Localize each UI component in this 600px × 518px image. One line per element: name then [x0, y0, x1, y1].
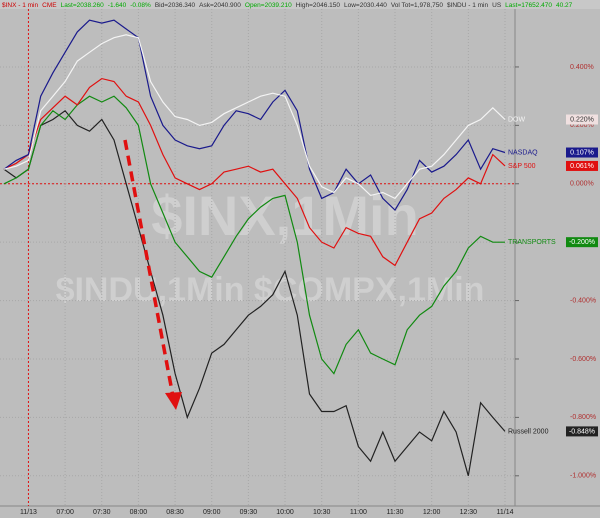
x-tick-label: 07:00 — [56, 509, 74, 516]
value-box — [566, 160, 598, 171]
x-tick-label: 10:30 — [313, 509, 331, 516]
header-item: $INDU - 1 min — [447, 2, 489, 9]
x-tick-label: 09:30 — [240, 509, 258, 516]
series-name: S&P 500 — [508, 163, 536, 170]
header-item: Bid=2036.340 — [155, 2, 196, 9]
y-tick-label: -0.800% — [570, 414, 596, 421]
header-item: Vol Tot=1,978,750 — [391, 2, 443, 9]
x-tick-label: 07:30 — [93, 509, 111, 516]
y-tick-label: -0.400% — [570, 297, 596, 304]
value-box — [566, 114, 598, 125]
header-item: Last=17652.470 — [505, 2, 552, 9]
header-item: Low=2030.440 — [344, 2, 387, 9]
lines — [3, 19, 506, 476]
annotation-arrow — [123, 139, 176, 403]
series-line — [3, 109, 506, 476]
header: $INX - 1 min CME Last=2038.260 -1.640 -0.08%… — [2, 2, 573, 9]
x-tick-label: 11:30 — [387, 509, 404, 516]
series-name: Russell 2000 — [508, 428, 549, 435]
header-item: CME — [42, 2, 57, 9]
x-tick-label: 08:00 — [130, 509, 148, 516]
series-line — [3, 77, 506, 267]
x-tick-label: 11/13 — [20, 509, 37, 516]
series-line — [3, 95, 505, 375]
y-tick-label: 0.200% — [570, 122, 594, 129]
series-line — [3, 34, 506, 200]
x-tick-label: 09:00 — [203, 509, 221, 516]
value-label: -0.200% — [569, 239, 595, 246]
annotation-arrowhead — [165, 392, 182, 410]
series-line — [3, 19, 506, 211]
value-box — [566, 237, 598, 248]
header-item: US — [492, 2, 502, 9]
value-label: 0.107% — [570, 149, 594, 156]
watermarks: $INX,1Min$INDU,1Min $COMPX,1Min — [56, 184, 485, 309]
x-tick-label: 08:30 — [166, 509, 184, 516]
value-box — [566, 426, 598, 437]
header-bar — [0, 0, 600, 9]
y-tick-label: 0.000% — [570, 181, 594, 188]
header-item: -0.08% — [130, 2, 151, 9]
header-item: Last=2038.260 — [61, 2, 105, 9]
header-item: Open=2039.210 — [245, 2, 292, 9]
header-item: Ask=2040.900 — [199, 2, 241, 9]
watermark: $INDU,1Min $COMPX,1Min — [56, 271, 485, 309]
value-label: -0.848% — [569, 428, 595, 435]
header-item: High=2046.150 — [296, 2, 341, 9]
x-tick-label: 10:00 — [276, 509, 294, 516]
series-name: DOW — [508, 116, 526, 123]
grid — [0, 9, 519, 506]
header-item: 40.27 — [556, 2, 573, 9]
series-name: TRANSPORTS — [508, 239, 556, 246]
value-box — [566, 147, 598, 158]
x-tick-label: 12:30 — [460, 509, 478, 516]
value-label: 0.061% — [570, 163, 594, 170]
x-tick-label: 12:00 — [423, 509, 441, 516]
labels: 0.400% 0.200% 0.000% -0.200% -0.400% -0.600% -… — [20, 64, 598, 516]
x-tick-label: 11/14 — [497, 509, 514, 516]
series-name: NASDAQ — [508, 149, 538, 156]
header-item: -1.640 — [108, 2, 127, 9]
header-item: $INX - 1 min — [2, 2, 39, 9]
y-tick-label: -0.600% — [570, 356, 596, 363]
y-tick-label: -1.000% — [570, 473, 596, 480]
x-tick-label: 11:00 — [350, 509, 367, 516]
value-label: 0.220% — [570, 116, 594, 123]
y-tick-label: 0.400% — [570, 64, 594, 71]
